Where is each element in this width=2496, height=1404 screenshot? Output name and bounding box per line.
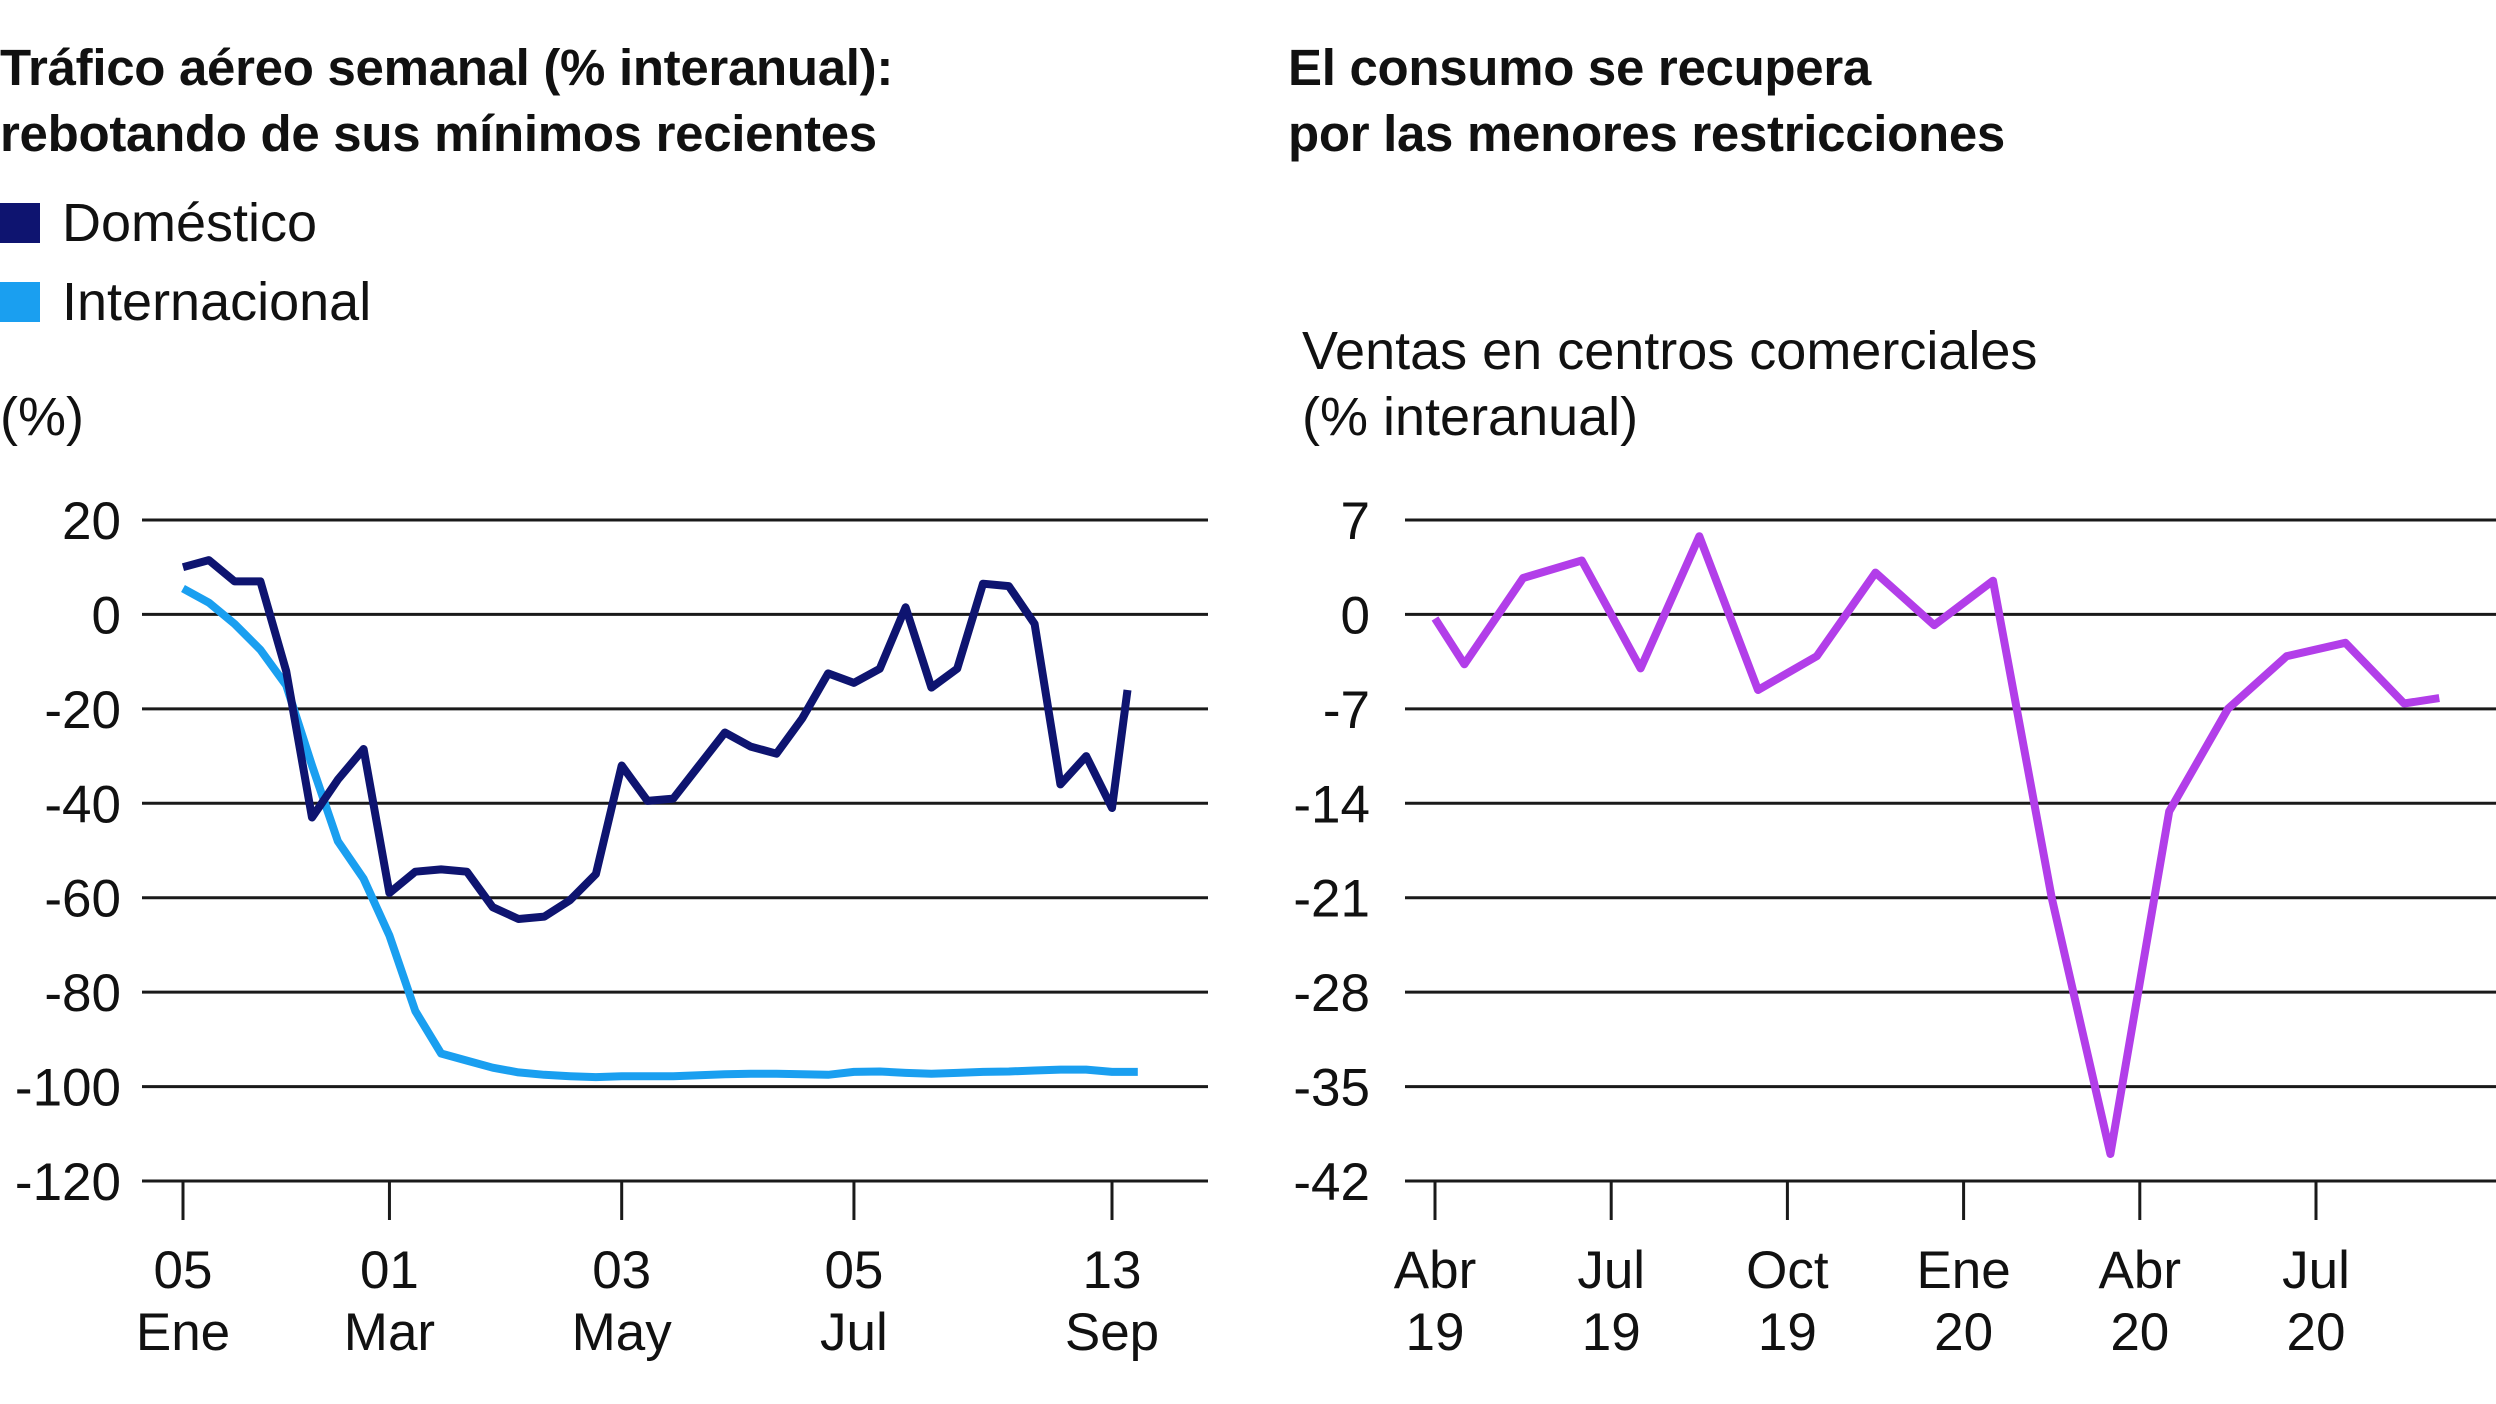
- right-y-tick-label: -7: [1323, 681, 1370, 740]
- left-y-tick-label: -120: [15, 1153, 121, 1212]
- left-y-tick-label: -60: [44, 870, 121, 929]
- right-x-tick-label: 19: [1406, 1303, 1465, 1362]
- series-line-internacional: [181, 584, 1138, 1082]
- right-x-tick-label: Abr: [1394, 1241, 1476, 1300]
- legend-item-international: Internacional: [0, 263, 371, 341]
- right-x-tick-label: Jul: [1577, 1241, 1645, 1300]
- right-x-tick-label: Abr: [2099, 1241, 2181, 1300]
- right-title-line-1: El consumo se recupera: [1288, 39, 1871, 96]
- left-y-tick-label: 0: [92, 586, 121, 645]
- left-x-tick-label: 05: [154, 1241, 213, 1300]
- right-ylabel-line-1: Ventas en centros comerciales: [1302, 321, 2038, 381]
- left-y-tick-label: -40: [44, 775, 121, 834]
- right-x-tick-label: 20: [2287, 1303, 2346, 1362]
- legend-swatch-domestic: [0, 203, 40, 243]
- right-y-tick-label: -42: [1293, 1153, 1370, 1212]
- left-x-tick-label: Ene: [136, 1303, 230, 1362]
- left-x-tick-label: 13: [1083, 1241, 1142, 1300]
- left-x-tick-label: 03: [592, 1241, 651, 1300]
- right-y-tick-label: -14: [1293, 775, 1370, 834]
- legend-item-domestic: Doméstico: [0, 184, 317, 262]
- left-x-tick-label: Jul: [820, 1303, 888, 1362]
- air-traffic-chart: 200-20-40-60-80-100-12005Ene01Mar03May05…: [15, 492, 1208, 1362]
- right-y-tick-label: -21: [1293, 870, 1370, 929]
- right-y-tick-label: 7: [1341, 492, 1370, 551]
- series-line-ventas-en-centros-comerciales: [1431, 532, 2440, 1158]
- right-x-tick-label: Jul: [2282, 1241, 2350, 1300]
- right-ylabel-line-2: (% interanual): [1302, 387, 1639, 447]
- right-x-tick-label: Oct: [1746, 1241, 1829, 1300]
- right-x-tick-label: 20: [1934, 1303, 1993, 1362]
- left-x-tick-label: 01: [360, 1241, 419, 1300]
- series-line-domestico: [181, 556, 1132, 923]
- legend-label-international: Internacional: [62, 272, 372, 332]
- left-chart-title: Tráfico aéreo semanal (% interanual): re…: [0, 35, 893, 167]
- right-x-tick-label: Ene: [1916, 1241, 2010, 1300]
- legend-label-domestic: Doméstico: [62, 193, 318, 253]
- right-y-tick-label: 0: [1341, 586, 1370, 645]
- right-y-tick-label: -28: [1293, 964, 1370, 1023]
- right-x-tick-label: 19: [1582, 1303, 1641, 1362]
- right-y-axis-label: Ventas en centros comerciales (% interan…: [1302, 318, 2037, 450]
- legend-swatch-international: [0, 282, 40, 322]
- left-x-tick-label: 05: [824, 1241, 883, 1300]
- right-chart-title: El consumo se recupera por las menores r…: [1288, 35, 2005, 167]
- right-x-tick-label: 20: [2110, 1303, 2169, 1362]
- mall-sales-chart: 70-7-14-21-28-35-42Abr19Jul19Oct19Ene20A…: [1293, 492, 2496, 1362]
- left-y-tick-label: 20: [62, 492, 121, 551]
- left-y-unit-label: (%): [0, 387, 84, 447]
- left-title-line-2: rebotando de sus mínimos recientes: [0, 105, 877, 162]
- right-y-tick-label: -35: [1293, 1059, 1370, 1118]
- right-x-tick-label: 19: [1758, 1303, 1817, 1362]
- left-title-line-1: Tráfico aéreo semanal (% interanual):: [0, 39, 894, 96]
- left-y-tick-label: -20: [44, 681, 121, 740]
- left-x-tick-label: Sep: [1065, 1303, 1159, 1362]
- left-y-tick-label: -80: [44, 964, 121, 1023]
- left-x-tick-label: Mar: [344, 1303, 435, 1362]
- right-title-line-2: por las menores restricciones: [1288, 105, 2005, 162]
- left-y-tick-label: -100: [15, 1059, 121, 1118]
- left-x-tick-label: May: [572, 1303, 673, 1362]
